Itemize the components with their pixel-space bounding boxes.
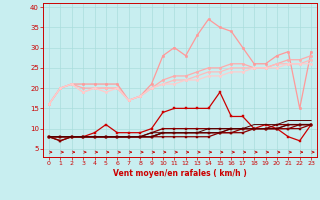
X-axis label: Vent moyen/en rafales ( km/h ): Vent moyen/en rafales ( km/h ) <box>113 169 247 178</box>
